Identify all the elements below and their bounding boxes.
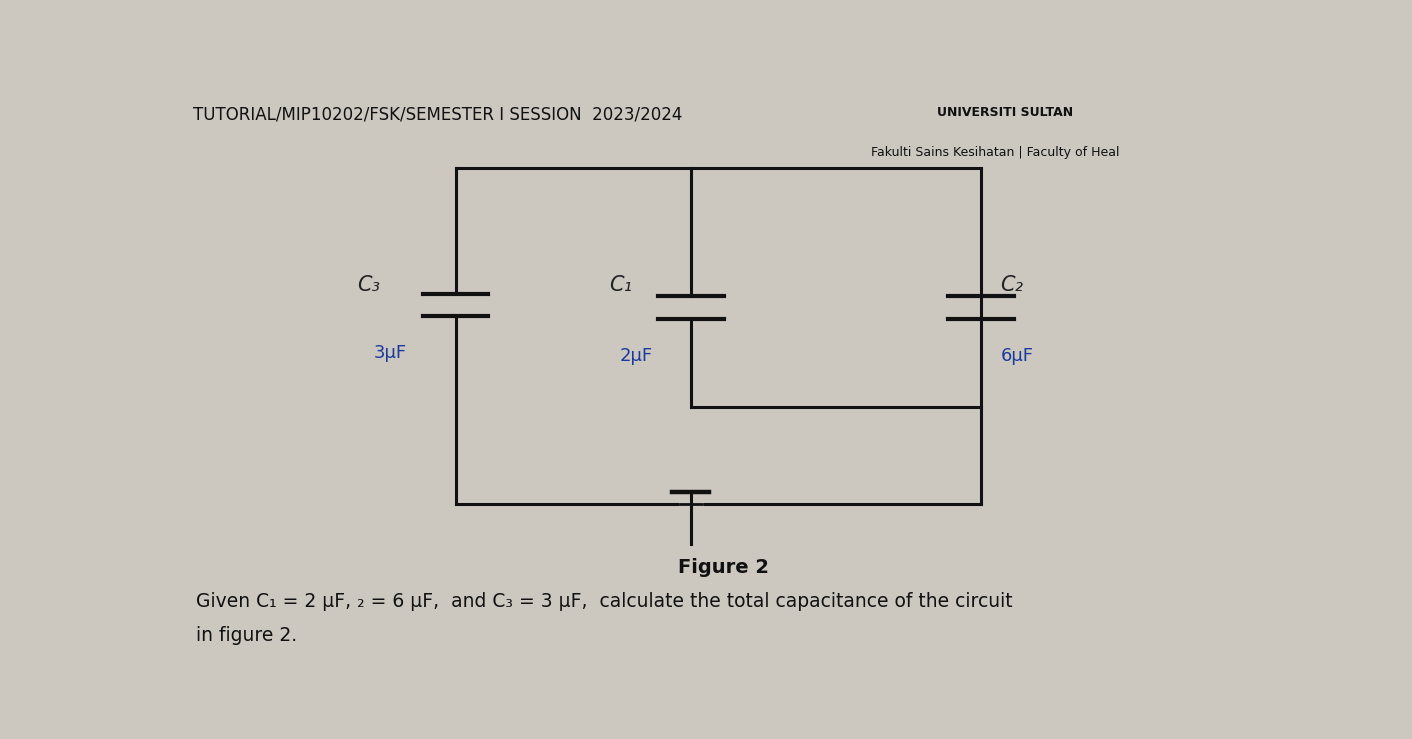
Text: 3μF: 3μF bbox=[373, 344, 407, 362]
Text: Figure 2: Figure 2 bbox=[678, 558, 770, 577]
Text: C₃: C₃ bbox=[357, 275, 380, 295]
Text: 2μF: 2μF bbox=[620, 347, 652, 365]
Text: Fakulti Sains Kesihatan | Faculty of Heal: Fakulti Sains Kesihatan | Faculty of Hea… bbox=[871, 146, 1120, 159]
Text: 6μF: 6μF bbox=[1001, 347, 1034, 365]
Text: Given C₁ = 2 μF, ₂ = 6 μF,  and C₃ = 3 μF,  calculate the total capacitance of t: Given C₁ = 2 μF, ₂ = 6 μF, and C₃ = 3 μF… bbox=[196, 592, 1012, 611]
Text: in figure 2.: in figure 2. bbox=[196, 627, 298, 645]
Text: TUTORIAL/MIP10202/FSK/SEMESTER I SESSION  2023/2024: TUTORIAL/MIP10202/FSK/SEMESTER I SESSION… bbox=[193, 106, 682, 123]
Text: C₁: C₁ bbox=[609, 275, 631, 295]
Text: C₂: C₂ bbox=[1001, 275, 1024, 295]
Text: UNIVERSITI SULTAN: UNIVERSITI SULTAN bbox=[938, 106, 1073, 119]
